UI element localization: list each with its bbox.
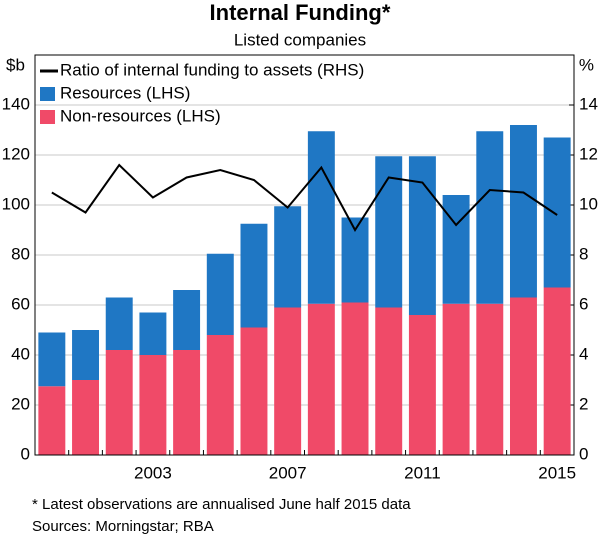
- chart-subtitle: Listed companies: [234, 30, 366, 49]
- bar: [408, 315, 436, 455]
- legend-swatch: [40, 110, 55, 124]
- bar: [307, 131, 335, 304]
- footnote: * Latest observations are annualised Jun…: [32, 496, 411, 513]
- bar: [72, 380, 100, 455]
- bar: [274, 206, 302, 308]
- y2-unit: %: [579, 55, 594, 74]
- legend-label: Resources (LHS): [60, 83, 190, 102]
- bar: [476, 303, 504, 455]
- bar: [105, 350, 133, 455]
- y-tick-label: 80: [11, 244, 30, 263]
- bar: [105, 297, 133, 350]
- bar: [72, 330, 100, 380]
- bar: [509, 297, 537, 455]
- y-tick-label: 40: [11, 344, 30, 363]
- bar: [543, 287, 571, 455]
- ratio-line: [51, 163, 558, 232]
- y-tick-label: 20: [11, 394, 30, 413]
- bar: [206, 253, 234, 335]
- bar: [375, 156, 403, 308]
- bar: [509, 125, 537, 298]
- legend-label: Non-resources (LHS): [60, 106, 221, 125]
- x-tick-label: 2007: [269, 463, 307, 482]
- bar: [442, 195, 470, 304]
- y-tick-label: 100: [2, 194, 30, 213]
- y2-tick-label: 6: [579, 294, 588, 313]
- y-tick-label: 120: [2, 144, 30, 163]
- bar: [38, 386, 66, 455]
- bar: [307, 303, 335, 455]
- y2-tick-label: 10: [579, 194, 598, 213]
- y2-tick-label: 12: [579, 144, 598, 163]
- y2-tick-label: 8: [579, 244, 588, 263]
- y-tick-label: 0: [21, 444, 30, 463]
- bar: [173, 290, 201, 350]
- chart-title: Internal Funding*: [210, 0, 391, 25]
- bar: [139, 312, 167, 355]
- y2-tick-label: 14: [579, 94, 598, 113]
- x-tick-label: 2003: [134, 463, 172, 482]
- bar: [240, 223, 268, 328]
- bar: [274, 307, 302, 455]
- bar: [173, 350, 201, 455]
- legend-label: Ratio of internal funding to assets (RHS…: [60, 60, 364, 79]
- y2-tick-label: 2: [579, 394, 588, 413]
- bar: [375, 307, 403, 455]
- y2-tick-label: 0: [579, 444, 588, 463]
- x-tick-label: 2015: [538, 463, 576, 482]
- bar: [139, 355, 167, 455]
- y-unit: $b: [6, 55, 25, 74]
- bar: [442, 303, 470, 455]
- bar: [543, 137, 571, 288]
- legend-swatch: [40, 87, 55, 101]
- bar: [38, 332, 66, 387]
- y2-tick-label: 4: [579, 344, 588, 363]
- x-tick-label: 2011: [404, 463, 441, 482]
- bar: [341, 302, 369, 455]
- bar: [408, 156, 436, 315]
- bar: [206, 335, 234, 455]
- y-tick-label: 60: [11, 294, 30, 313]
- sources: Sources: Morningstar; RBA: [32, 518, 214, 535]
- y-tick-label: 140: [2, 94, 30, 113]
- bar: [240, 327, 268, 455]
- bar: [476, 131, 504, 304]
